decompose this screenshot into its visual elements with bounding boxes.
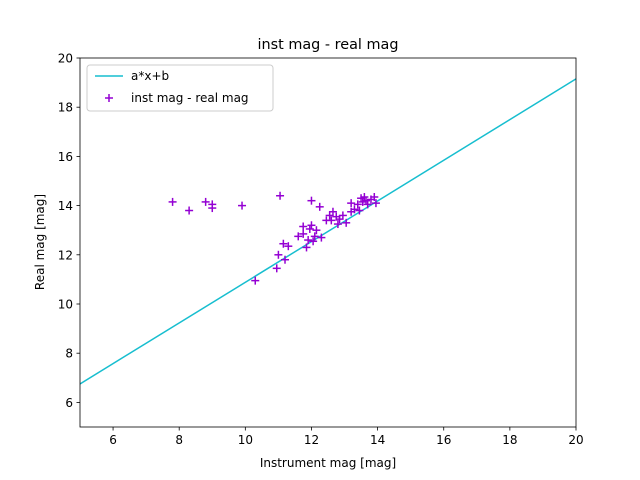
data-point (201, 197, 210, 206)
data-point (333, 220, 342, 229)
data-point (272, 264, 281, 273)
data-point (294, 232, 303, 241)
x-tick-label: 12 (304, 433, 319, 447)
data-point (317, 233, 326, 242)
data-point (299, 222, 308, 231)
data-point (279, 239, 288, 248)
data-point (185, 206, 194, 215)
legend-label-scatter: inst mag - real mag (131, 91, 249, 105)
data-point (307, 221, 316, 230)
data-point (208, 204, 217, 213)
x-tick-label: 14 (370, 433, 385, 447)
plot-frame (79, 57, 577, 428)
x-tick-label: 8 (175, 433, 183, 447)
y-tick-label: 10 (58, 298, 73, 312)
data-point (309, 237, 318, 246)
legend: a*x+b inst mag - real mag (86, 64, 274, 112)
x-tick-label: 20 (568, 433, 583, 447)
x-axis: 6 8 10 12 14 16 18 20 (109, 427, 584, 447)
y-axis-label: Real mag [mag] (33, 194, 47, 290)
data-point (338, 211, 347, 220)
x-tick-label: 18 (502, 433, 517, 447)
y-tick-label: 18 (58, 101, 73, 115)
data-point (305, 224, 314, 233)
data-point (281, 255, 290, 264)
data-point (304, 236, 313, 245)
x-tick-label: 10 (238, 433, 253, 447)
y-tick-label: 16 (58, 150, 73, 164)
data-point (355, 206, 364, 215)
data-point (327, 216, 336, 225)
y-tick-label: 12 (58, 248, 73, 262)
data-point (310, 232, 319, 241)
data-point (363, 200, 372, 209)
data-point (276, 191, 285, 200)
plot-area (79, 57, 577, 428)
data-point (312, 226, 321, 235)
chart-title: inst mag - real mag (258, 37, 399, 53)
data-point (342, 218, 351, 227)
data-point (347, 199, 356, 208)
x-axis-label: Instrument mag [mag] (260, 456, 396, 470)
y-tick-label: 8 (65, 347, 73, 361)
data-point (371, 199, 380, 208)
data-point (353, 200, 362, 209)
data-point (360, 192, 369, 201)
x-tick-label: 16 (436, 433, 451, 447)
y-tick-label: 14 (58, 199, 73, 213)
data-point (274, 250, 283, 259)
data-point (251, 276, 260, 285)
plot-series (80, 78, 576, 385)
data-point (168, 197, 177, 206)
data-point (302, 243, 311, 252)
legend-box (86, 64, 274, 112)
y-tick-label: 6 (65, 396, 73, 410)
y-tick-label: 20 (58, 52, 73, 66)
y-axis: 6 8 10 12 14 16 18 20 (58, 52, 80, 410)
data-point (328, 207, 337, 216)
data-point (370, 192, 379, 201)
legend-label-line: a*x+b (131, 69, 169, 83)
legend-marker-swatch (105, 94, 113, 102)
data-point (284, 242, 293, 251)
fit-line (80, 78, 576, 385)
data-point (362, 196, 371, 205)
data-point (299, 229, 308, 238)
data-point (238, 201, 247, 210)
data-point (307, 196, 316, 205)
data-point (315, 202, 324, 211)
data-point (350, 205, 359, 214)
x-tick-label: 6 (109, 433, 117, 447)
